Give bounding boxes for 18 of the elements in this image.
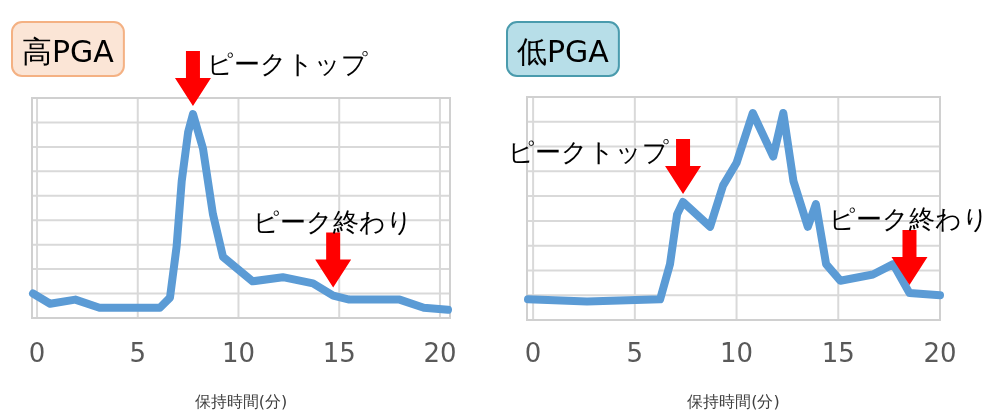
annotation: ピークトップ <box>508 137 670 168</box>
x-tick-label: 15 <box>322 338 356 368</box>
x-tick-label: 20 <box>423 338 457 368</box>
x-tick-label: 5 <box>129 338 147 368</box>
x-axis-title: 保持時間(分) <box>687 392 780 411</box>
x-tick-label: 0 <box>524 338 542 368</box>
x-tick-label: 10 <box>720 338 754 368</box>
x-tick-label: 10 <box>221 338 256 368</box>
annotation: ピーク終わり <box>829 204 990 235</box>
annotation: ピーク終わり <box>253 206 414 237</box>
x-tick-label: 20 <box>923 338 957 368</box>
x-axis-title: 保持時間(分) <box>194 392 288 411</box>
x-tick-label: 15 <box>821 338 855 368</box>
x-tick-label: 0 <box>28 338 46 368</box>
annotation: ピークトップ <box>206 49 368 79</box>
chart-title: 低PGA <box>517 34 610 69</box>
x-tick-label: 5 <box>626 338 644 368</box>
chart-title: 高PGA <box>22 34 115 69</box>
